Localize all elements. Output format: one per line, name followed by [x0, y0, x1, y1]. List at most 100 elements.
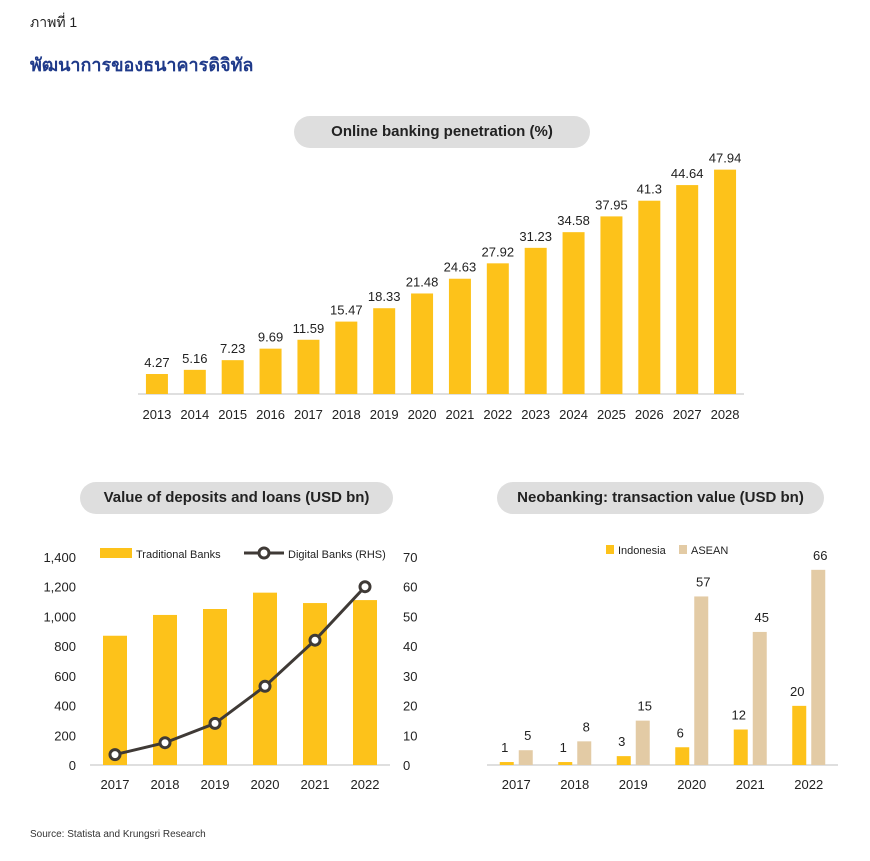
- chart1-bar-2014: [183, 369, 206, 394]
- chart1-bar-2021: [448, 278, 471, 394]
- chart1-value-label-2019: 18.33: [368, 289, 401, 304]
- source-note: Source: Statista and Krungsri Research: [30, 829, 206, 840]
- chart1-bar-2013: [145, 374, 168, 394]
- chart2-x-tick-2021: 2021: [301, 777, 330, 792]
- chart2-legend-label-traditional: Traditional Banks: [136, 549, 221, 561]
- chart1-x-tick-2028: 2028: [711, 407, 740, 422]
- chart1-x-tick-2013: 2013: [142, 407, 171, 422]
- chart3-value-asean-2022: 66: [813, 548, 827, 563]
- chart1-bar-2026: [638, 200, 661, 394]
- chart3-x-tick-2020: 2020: [677, 777, 706, 792]
- chart3-value-indonesia-2020: 6: [677, 725, 684, 740]
- chart1-value-label-2024: 34.58: [557, 213, 590, 228]
- chart2-title: Value of deposits and loans (USD bn): [80, 482, 393, 514]
- chart1-value-label-2016: 9.69: [258, 330, 283, 345]
- chart3-bar-asean-2021: [752, 631, 767, 765]
- chart1-bar-2027: [676, 185, 699, 394]
- chart1-x-tick-2024: 2024: [559, 407, 588, 422]
- chart1-x-tick-2017: 2017: [294, 407, 323, 422]
- chart2-digital-point-2020: [258, 679, 272, 693]
- chart3-value-asean-2021: 45: [755, 610, 769, 625]
- chart3-bar-asean-2022: [811, 569, 826, 765]
- chart2-y-right-tick-4: 40: [403, 639, 417, 654]
- chart2-x-tick-2017: 2017: [101, 777, 130, 792]
- chart3-x-tick-2019: 2019: [619, 777, 648, 792]
- chart2-digital-point-2018: [158, 736, 172, 750]
- chart1-value-label-2017: 11.59: [293, 321, 325, 336]
- chart3-value-indonesia-2019: 3: [618, 734, 625, 749]
- chart1-title: Online banking penetration (%): [294, 116, 590, 148]
- chart1-x-tick-2016: 2016: [256, 407, 285, 422]
- chart1-value-label-2026: 41.3: [637, 182, 662, 197]
- chart1-value-label-2022: 27.92: [482, 244, 515, 259]
- chart1-bar-2018: [335, 321, 358, 394]
- chart1-value-label-2013: 4.27: [144, 355, 169, 370]
- chart2-bar-2017: [103, 635, 127, 765]
- chart3-x-tick-2022: 2022: [794, 777, 823, 792]
- chart2-x-tick-2020: 2020: [251, 777, 280, 792]
- chart3-value-indonesia-2018: 1: [560, 740, 567, 755]
- chart1-value-label-2021: 24.63: [444, 260, 477, 275]
- chart2-y-left-tick-1: 200: [54, 728, 76, 743]
- chart2-y-left-tick-7: 1,400: [43, 550, 76, 565]
- chart2-y-right-tick-7: 70: [403, 550, 417, 565]
- chart3-bar-indonesia-2022: [792, 705, 807, 765]
- chart2-x-tick-2018: 2018: [151, 777, 180, 792]
- chart3-value-indonesia-2022: 20: [790, 684, 804, 699]
- chart1-x-tick-2022: 2022: [483, 407, 512, 422]
- chart3-bar-asean-2020: [694, 596, 709, 765]
- chart1-value-label-2025: 37.95: [595, 197, 628, 212]
- chart3-x-tick-2017: 2017: [502, 777, 531, 792]
- chart2-legend-swatch-digital-marker: [257, 546, 271, 560]
- chart2-y-left-tick-4: 800: [54, 639, 76, 654]
- chart3-bar-indonesia-2020: [675, 747, 690, 765]
- chart2-bar-2019: [203, 609, 227, 765]
- chart2-y-right-tick-1: 10: [403, 728, 417, 743]
- chart3-value-indonesia-2021: 12: [732, 708, 746, 723]
- chart3-value-asean-2020: 57: [696, 574, 710, 589]
- chart1-x-tick-2025: 2025: [597, 407, 626, 422]
- chart3-value-asean-2018: 8: [583, 719, 590, 734]
- chart1-x-tick-2019: 2019: [370, 407, 399, 422]
- figure-title: พัฒนาการของธนาคารดิจิทัล: [30, 55, 254, 75]
- chart2-y-left-tick-5: 1,000: [43, 609, 76, 624]
- figure-label: ภาพที่ 1: [30, 14, 78, 30]
- chart3-bar-indonesia-2021: [733, 729, 748, 765]
- chart1-bar-2017: [297, 339, 320, 394]
- chart3-bar-asean-2019: [635, 720, 650, 765]
- chart2-digital-line: [114, 585, 367, 757]
- chart1-bar-2023: [524, 247, 547, 394]
- chart2-x-tick-2019: 2019: [201, 777, 230, 792]
- chart2-y-right-tick-0: 0: [403, 758, 410, 773]
- chart1-x-tick-2014: 2014: [180, 407, 209, 422]
- chart2-y-right-tick-5: 50: [403, 609, 417, 624]
- chart1-x-tick-2018: 2018: [332, 407, 361, 422]
- chart1-bar-2016: [259, 348, 282, 394]
- chart1-bar-2024: [562, 232, 585, 394]
- chart3-bar-indonesia-2019: [616, 756, 631, 765]
- chart3-bar-indonesia-2018: [558, 762, 573, 765]
- chart1-x-tick-2027: 2027: [673, 407, 702, 422]
- chart3-legend-label-indonesia: Indonesia: [618, 545, 667, 557]
- chart3-legend-label-asean: ASEAN: [691, 545, 728, 557]
- chart2-digital-point-2022: [358, 580, 372, 594]
- chart2-y-left-tick-2: 400: [54, 699, 76, 714]
- chart3-legend-swatch-indonesia: [606, 545, 614, 554]
- chart1-x-tick-2020: 2020: [408, 407, 437, 422]
- chart1-x-tick-2021: 2021: [445, 407, 474, 422]
- chart2-y-left-tick-6: 1,200: [43, 580, 76, 595]
- chart1-x-tick-2015: 2015: [218, 407, 247, 422]
- chart1-value-label-2018: 15.47: [330, 303, 363, 318]
- chart1-value-label-2028: 47.94: [709, 151, 742, 166]
- chart1-bar-2019: [373, 308, 396, 394]
- chart2-digital-point-2021: [308, 633, 322, 647]
- chart2-y-left-tick-3: 600: [54, 669, 76, 684]
- chart1-bar-2028: [714, 169, 737, 394]
- chart1-x-tick-2026: 2026: [635, 407, 664, 422]
- chart1-bar-2025: [600, 216, 623, 394]
- chart3-legend-swatch-asean: [679, 545, 687, 554]
- chart2-legend-swatch-traditional: [100, 548, 132, 558]
- chart1-value-label-2015: 7.23: [220, 341, 245, 356]
- chart1-value-label-2020: 21.48: [406, 274, 439, 289]
